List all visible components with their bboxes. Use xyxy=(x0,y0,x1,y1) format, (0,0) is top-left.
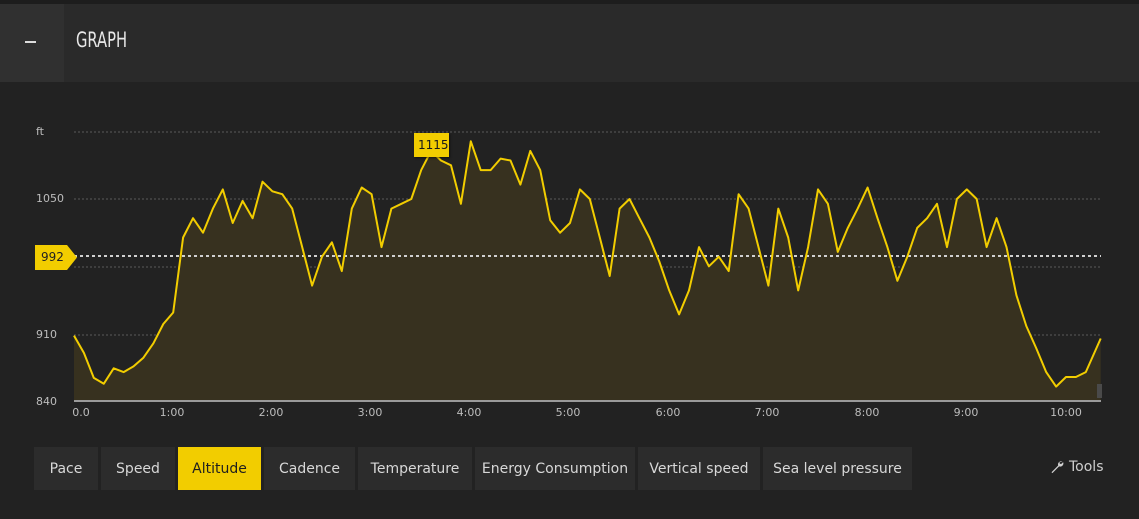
tools-label: Tools xyxy=(1069,459,1104,475)
y-tick-910: 910 xyxy=(36,328,57,341)
x-tick: 5:00 xyxy=(555,406,581,419)
metric-tabs: Pace Speed Altitude Cadence Temperature … xyxy=(34,447,912,490)
y-tick-840: 840 xyxy=(36,395,57,408)
tools-button[interactable]: Tools xyxy=(1050,459,1104,475)
x-tick: 1:00 xyxy=(159,406,185,419)
tab-energy-consumption[interactable]: Energy Consumption xyxy=(475,447,635,490)
current-value-text: 992 xyxy=(41,250,64,264)
x-tick: 2:00 xyxy=(258,406,284,419)
tab-cadence[interactable]: Cadence xyxy=(264,447,355,490)
minus-icon xyxy=(25,41,36,43)
collapse-button[interactable] xyxy=(0,4,64,82)
peak-value-text: 1115 xyxy=(418,138,449,152)
x-tick: 6:00 xyxy=(655,406,681,419)
tab-pace[interactable]: Pace xyxy=(34,447,98,490)
current-value-badge: 992 xyxy=(35,245,77,270)
x-tick: 7:00 xyxy=(754,406,780,419)
y-tick-1050: 1050 xyxy=(36,192,64,205)
panel-title: GRAPH xyxy=(76,28,128,52)
altitude-line xyxy=(73,140,1102,388)
tab-sea-level-pressure[interactable]: Sea level pressure xyxy=(763,447,912,490)
tab-altitude[interactable]: Altitude xyxy=(178,447,261,490)
scroll-handle xyxy=(1097,384,1102,398)
x-tick: 4:00 xyxy=(456,406,482,419)
graph-header: GRAPH xyxy=(0,4,1139,82)
peak-value-badge: 1115 xyxy=(414,133,449,157)
x-tick: 3:00 xyxy=(357,406,383,419)
altitude-area xyxy=(74,141,1101,402)
x-tick: 8:00 xyxy=(854,406,880,419)
wrench-icon xyxy=(1051,461,1064,474)
x-tick: 10:00 xyxy=(1050,406,1082,419)
x-tick: 9:00 xyxy=(953,406,979,419)
altitude-chart[interactable] xyxy=(0,82,1139,432)
tab-vertical-speed[interactable]: Vertical speed xyxy=(638,447,760,490)
x-tick: 0.0 xyxy=(72,406,90,419)
tab-speed[interactable]: Speed xyxy=(101,447,175,490)
y-unit-label: ft xyxy=(36,125,44,138)
tab-temperature[interactable]: Temperature xyxy=(358,447,472,490)
top-strip xyxy=(0,0,1139,4)
